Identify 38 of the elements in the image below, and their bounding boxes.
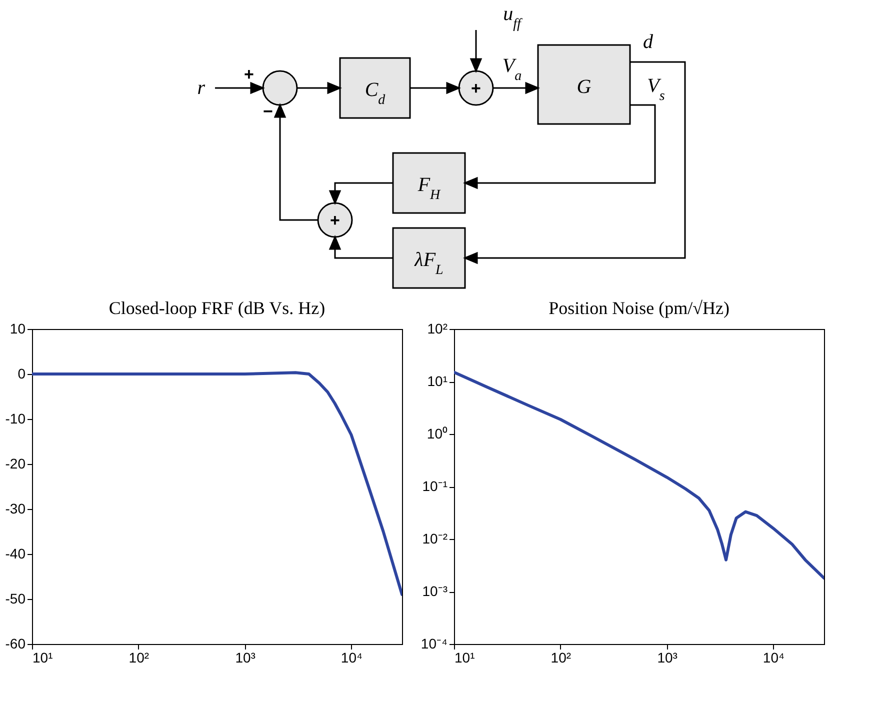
y-tick-label: 10 [10,320,26,336]
y-tick-label: 10⁰ [426,426,448,442]
text: C$_{d}$ [364,79,386,108]
text: r [197,77,206,99]
y-tick-label: -40 [5,546,26,562]
y-tick-label: -10 [5,410,26,426]
y-tick-label: -50 [5,590,26,606]
y-tick-label: -20 [5,456,26,472]
x-tick-label: 10¹ [32,650,54,666]
y-tick-label: 10¹ [427,373,448,389]
text: F$_{H}$ [416,174,442,202]
x-tick-label: 10² [550,650,572,666]
chart-title: Position Noise (pm/√Hz) [548,298,730,318]
y-tick-label: 0 [18,366,26,382]
y-tick-label: 10⁻² [422,530,448,546]
y-tick-label: -30 [5,500,26,516]
x-tick-label: 10⁴ [340,650,363,666]
x-tick-label: 10³ [657,650,678,666]
text: − [263,102,274,121]
y-tick-label: 10⁻¹ [422,478,448,494]
text: + [330,211,340,230]
text: u$_{ff}$ [503,3,523,32]
y-tick-label: 10² [427,320,448,336]
x-tick-label: 10² [128,650,150,666]
chart-title: Closed-loop FRF (dB Vs. Hz) [108,298,326,318]
x-tick-label: 10³ [235,650,256,666]
text: d [643,31,654,53]
text: G [576,76,592,98]
text: + [471,79,482,98]
y-tick-label: 10⁻³ [422,583,448,599]
x-tick-label: 10¹ [454,650,476,666]
y-tick-label: -60 [5,636,26,652]
text: V$_{a}$ [502,55,522,84]
text: + [244,65,254,84]
text: V$_{s}$ [647,75,666,104]
y-tick-label: 10⁻⁴ [420,636,448,652]
x-tick-label: 10⁴ [762,650,785,666]
text: λF$_{L}$ [414,249,444,278]
